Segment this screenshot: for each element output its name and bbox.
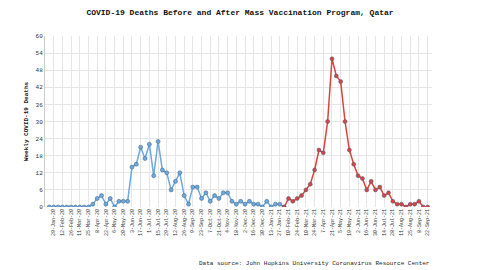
svg-text:22-Apr-20: 22-Apr-20 bbox=[104, 209, 110, 236]
svg-text:24: 24 bbox=[36, 136, 44, 143]
svg-text:1-Jul-20: 1-Jul-20 bbox=[147, 209, 153, 233]
svg-text:29-Jan-20: 29-Jan-20 bbox=[51, 209, 57, 236]
svg-text:2-Dec-20: 2-Dec-20 bbox=[243, 209, 249, 233]
svg-text:9-Sep-20: 9-Sep-20 bbox=[190, 209, 196, 233]
svg-text:26-Feb-20: 26-Feb-20 bbox=[69, 209, 75, 236]
svg-text:22-Sep-21: 22-Sep-21 bbox=[425, 209, 431, 236]
svg-text:25-Aug-21: 25-Aug-21 bbox=[408, 209, 414, 236]
svg-text:18-Nov-20: 18-Nov-20 bbox=[234, 209, 240, 236]
svg-text:23-Sep-20: 23-Sep-20 bbox=[199, 209, 205, 236]
svg-text:3-Jun-20: 3-Jun-20 bbox=[130, 209, 136, 233]
svg-text:17-Jun-20: 17-Jun-20 bbox=[138, 209, 144, 236]
svg-text:16-Dec-20: 16-Dec-20 bbox=[251, 209, 257, 236]
svg-text:20-May-20: 20-May-20 bbox=[121, 209, 127, 236]
svg-text:36: 36 bbox=[36, 102, 44, 109]
svg-text:24-Mar-21: 24-Mar-21 bbox=[312, 209, 318, 236]
svg-text:8-Apr-20: 8-Apr-20 bbox=[95, 209, 101, 233]
svg-text:30-Dec-20: 30-Dec-20 bbox=[260, 209, 266, 236]
svg-text:11-Aug-21: 11-Aug-21 bbox=[399, 209, 405, 236]
svg-text:10-Feb-21: 10-Feb-21 bbox=[286, 209, 292, 236]
svg-text:Data source: John Hopkins Univ: Data source: John Hopkins University Cor… bbox=[199, 260, 430, 267]
svg-text:27-Jan-21: 27-Jan-21 bbox=[277, 209, 283, 236]
svg-text:30: 30 bbox=[36, 119, 44, 126]
svg-text:7-Oct-20: 7-Oct-20 bbox=[208, 209, 214, 233]
svg-text:11-Mar-20: 11-Mar-20 bbox=[77, 209, 83, 236]
svg-text:24-Feb-21: 24-Feb-21 bbox=[295, 209, 301, 236]
svg-text:15-Jul-20: 15-Jul-20 bbox=[156, 209, 162, 236]
svg-text:42: 42 bbox=[36, 84, 44, 91]
svg-text:60: 60 bbox=[36, 33, 44, 40]
svg-text:7-Apr-21: 7-Apr-21 bbox=[321, 209, 327, 233]
svg-text:13-Jan-21: 13-Jan-21 bbox=[269, 209, 275, 236]
svg-text:12-Aug-20: 12-Aug-20 bbox=[173, 209, 179, 236]
svg-text:8-Sep-21: 8-Sep-21 bbox=[417, 209, 423, 233]
svg-text:18: 18 bbox=[36, 153, 44, 160]
svg-text:54: 54 bbox=[36, 50, 44, 57]
svg-text:5-May-21: 5-May-21 bbox=[338, 209, 344, 233]
svg-text:COVID-19 Deaths Before and Aft: COVID-19 Deaths Before and After Mass Va… bbox=[86, 8, 393, 17]
svg-text:14-Jul-21: 14-Jul-21 bbox=[382, 209, 388, 236]
svg-text:30-Jun-21: 30-Jun-21 bbox=[373, 209, 379, 236]
svg-text:25-Mar-20: 25-Mar-20 bbox=[86, 209, 92, 236]
svg-text:19-May-21: 19-May-21 bbox=[347, 209, 353, 236]
svg-text:10-Mar-21: 10-Mar-21 bbox=[304, 209, 310, 236]
svg-text:6: 6 bbox=[39, 187, 43, 194]
svg-text:0: 0 bbox=[39, 204, 43, 211]
svg-text:16-Jun-21: 16-Jun-21 bbox=[364, 209, 370, 236]
svg-text:26-Aug-20: 26-Aug-20 bbox=[182, 209, 188, 236]
svg-text:Weekly COVID-19 Deaths: Weekly COVID-19 Deaths bbox=[23, 81, 30, 161]
svg-text:12-Feb-20: 12-Feb-20 bbox=[60, 209, 66, 236]
svg-text:4-Nov-20: 4-Nov-20 bbox=[225, 209, 231, 233]
svg-text:2-Jun-21: 2-Jun-21 bbox=[356, 209, 362, 233]
svg-text:28-Jul-21: 28-Jul-21 bbox=[390, 209, 396, 236]
svg-text:12: 12 bbox=[36, 170, 44, 177]
svg-text:6-May-20: 6-May-20 bbox=[112, 209, 118, 233]
svg-text:21-Oct-20: 21-Oct-20 bbox=[217, 209, 223, 236]
svg-text:21-Apr-21: 21-Apr-21 bbox=[330, 209, 336, 236]
svg-text:29-Jul-20: 29-Jul-20 bbox=[164, 209, 170, 236]
svg-text:48: 48 bbox=[36, 67, 44, 74]
